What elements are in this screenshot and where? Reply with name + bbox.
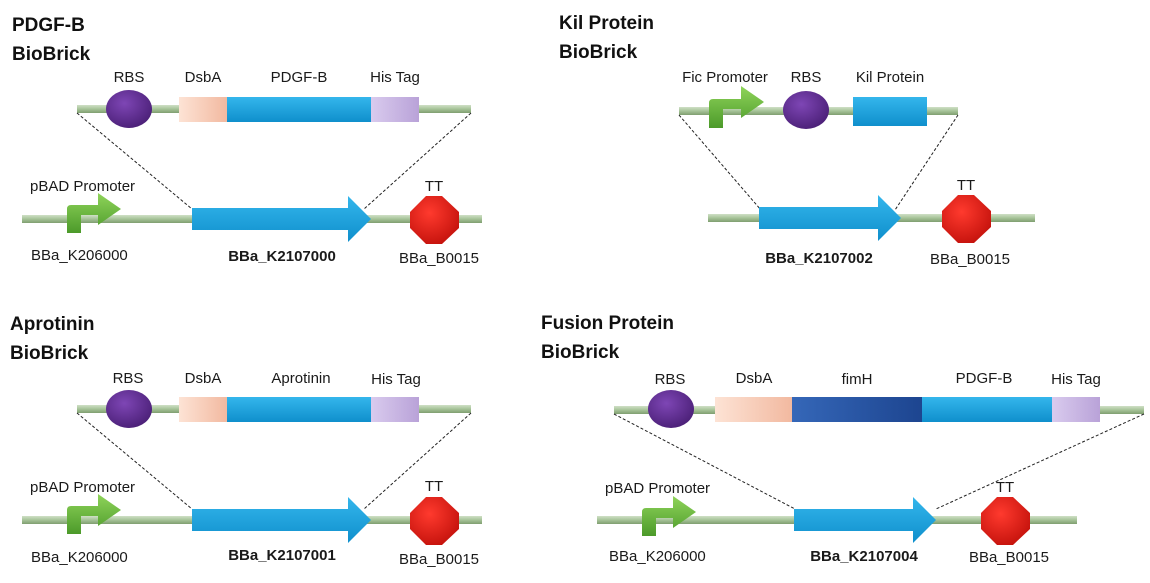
device-construct: pBAD Promoter BBa_K206000 BBa_K2107004 T… bbox=[597, 479, 1077, 566]
device-construct: pBAD Promoter BBa_K206000 BBa_K2107000 T… bbox=[22, 178, 482, 267]
rbs-part bbox=[106, 90, 152, 128]
cds-arrow bbox=[759, 195, 901, 241]
fic-promoter-label: Fic Promoter bbox=[682, 69, 768, 86]
promoter-label: pBAD Promoter bbox=[605, 480, 710, 497]
panel-title-line1: PDGF-B bbox=[12, 15, 85, 36]
panel-title-line2: BioBrick bbox=[559, 42, 638, 63]
device-id: BBa_K2107001 bbox=[228, 547, 336, 564]
zoom-guide-left bbox=[613, 413, 796, 510]
kil-protein-part bbox=[853, 97, 927, 126]
terminator-octagon-icon bbox=[942, 195, 991, 243]
device-id: BBa_K2107004 bbox=[810, 548, 918, 565]
his-tag-part bbox=[1052, 397, 1100, 422]
panel-title-line2: BioBrick bbox=[10, 343, 89, 364]
dsba-label: DsbA bbox=[736, 370, 773, 387]
insert-construct: RBS DsbA fimH PDGF-B His Tag bbox=[614, 370, 1144, 428]
promoter-id: BBa_K206000 bbox=[31, 549, 128, 566]
insert-construct: Fic Promoter RBS Kil Protein bbox=[679, 69, 958, 129]
cds-arrow bbox=[192, 497, 371, 543]
insert-construct: RBS DsbA Aprotinin His Tag bbox=[77, 370, 471, 428]
pdgfb-part bbox=[227, 97, 371, 122]
panel-title-line1: Fusion Protein bbox=[541, 313, 674, 334]
terminator-label: TT bbox=[425, 478, 443, 495]
promoter-id: BBa_K206000 bbox=[31, 247, 128, 264]
cds-arrow bbox=[794, 497, 936, 543]
zoom-guide-right bbox=[363, 412, 472, 510]
zoom-guide-right bbox=[894, 114, 959, 211]
promoter-arrow-icon bbox=[67, 494, 121, 534]
fic-promoter-arrow-icon bbox=[709, 86, 764, 128]
zoom-guide-right bbox=[363, 112, 472, 210]
panel-aprotinin: Aprotinin BioBrick RBS DsbA Aprotinin Hi… bbox=[10, 314, 482, 568]
terminator-id: BBa_B0015 bbox=[399, 250, 479, 267]
his-tag-label: His Tag bbox=[371, 371, 421, 388]
dsba-label: DsbA bbox=[185, 370, 222, 387]
panel-fusion: Fusion Protein BioBrick RBS DsbA fimH PD… bbox=[541, 313, 1145, 566]
rbs-part bbox=[106, 390, 152, 428]
panel-title-line2: BioBrick bbox=[12, 44, 91, 65]
panel-kil: Kil Protein BioBrick Fic Promoter RBS Ki… bbox=[559, 13, 1035, 268]
dsba-part bbox=[715, 397, 792, 422]
kil-protein-label: Kil Protein bbox=[856, 69, 924, 86]
rbs-part bbox=[648, 390, 694, 428]
his-tag-part bbox=[371, 97, 419, 122]
aprotinin-part bbox=[227, 397, 371, 422]
promoter-arrow-icon bbox=[642, 496, 696, 536]
panel-title-line1: Kil Protein bbox=[559, 13, 654, 34]
device-id: BBa_K2107000 bbox=[228, 248, 336, 265]
device-id: BBa_K2107002 bbox=[765, 250, 873, 267]
device-construct: pBAD Promoter BBa_K206000 BBa_K2107001 T… bbox=[22, 478, 482, 568]
rbs-label: RBS bbox=[655, 371, 686, 388]
terminator-octagon-icon bbox=[981, 497, 1030, 545]
promoter-label: pBAD Promoter bbox=[30, 479, 135, 496]
dsba-part bbox=[179, 397, 227, 422]
terminator-id: BBa_B0015 bbox=[399, 551, 479, 568]
terminator-label: TT bbox=[425, 178, 443, 195]
zoom-guide-left bbox=[678, 114, 762, 211]
rbs-label: RBS bbox=[113, 370, 144, 387]
terminator-id: BBa_B0015 bbox=[969, 549, 1049, 566]
rbs-label: RBS bbox=[791, 69, 822, 86]
panel-title-line2: BioBrick bbox=[541, 342, 620, 363]
aprotinin-label: Aprotinin bbox=[271, 370, 330, 387]
terminator-label: TT bbox=[996, 479, 1014, 496]
fimh-part bbox=[792, 397, 922, 422]
zoom-guide-right bbox=[935, 413, 1145, 510]
his-tag-label: His Tag bbox=[1051, 371, 1101, 388]
pdgfb-label: PDGF-B bbox=[956, 370, 1013, 387]
promoter-arrow-icon bbox=[67, 193, 121, 233]
terminator-octagon-icon bbox=[410, 497, 459, 545]
panel-pdgfb: PDGF-B BioBrick RBS DsbA PDGF-B His Tag … bbox=[12, 15, 482, 267]
promoter-label: pBAD Promoter bbox=[30, 178, 135, 195]
his-tag-label: His Tag bbox=[370, 69, 420, 86]
terminator-octagon-icon bbox=[410, 196, 459, 244]
panel-title-line1: Aprotinin bbox=[10, 314, 94, 335]
promoter-id: BBa_K206000 bbox=[609, 548, 706, 565]
insert-construct: RBS DsbA PDGF-B His Tag bbox=[77, 69, 471, 128]
pdgfb-label: PDGF-B bbox=[271, 69, 328, 86]
his-tag-part bbox=[371, 397, 419, 422]
pdgfb-part bbox=[922, 397, 1052, 422]
terminator-id: BBa_B0015 bbox=[930, 251, 1010, 268]
cds-arrow bbox=[192, 196, 371, 242]
dsba-part bbox=[179, 97, 227, 122]
dsba-label: DsbA bbox=[185, 69, 222, 86]
device-construct: BBa_K2107002 TT BBa_B0015 bbox=[708, 177, 1035, 268]
terminator-label: TT bbox=[957, 177, 975, 194]
rbs-part bbox=[783, 91, 829, 129]
rbs-label: RBS bbox=[114, 69, 145, 86]
fimh-label: fimH bbox=[842, 371, 873, 388]
